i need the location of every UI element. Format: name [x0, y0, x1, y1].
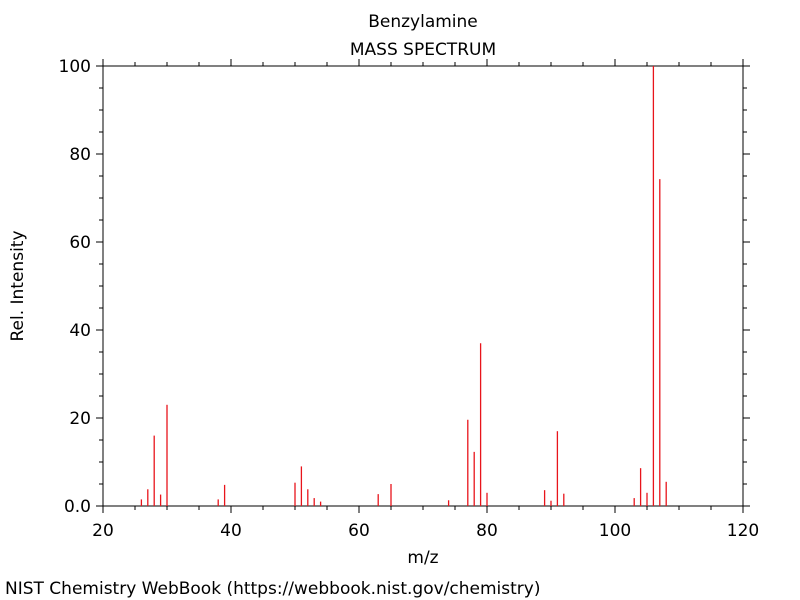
x-tick-label: 60 [348, 521, 370, 541]
y-tick-label: 100 [59, 57, 91, 77]
x-tick-label: 120 [727, 521, 759, 541]
peak-bars [140, 66, 667, 506]
x-axis-label: m/z [407, 548, 438, 568]
x-tick-labels: 20 40 60 80 100 120 [92, 521, 759, 541]
source-credit: NIST Chemistry WebBook (https://webbook.… [5, 579, 540, 599]
chart-title: Benzylamine [368, 12, 478, 32]
y-tick-label: 40 [69, 321, 91, 341]
y-tick-labels: 0.0 20 40 60 80 100 [59, 57, 91, 517]
y-tick-label: 80 [69, 145, 91, 165]
x-tick-label: 20 [92, 521, 114, 541]
x-tick-label: 80 [476, 521, 498, 541]
chart-subtitle: MASS SPECTRUM [350, 40, 496, 60]
y-axis-label: Rel. Intensity [8, 230, 28, 341]
plot-frame [102, 65, 744, 507]
y-tick-label: 0.0 [64, 497, 91, 517]
y-tick-label: 60 [69, 233, 91, 253]
x-tick-label: 40 [220, 521, 242, 541]
axis-ticks [96, 59, 750, 513]
y-tick-label: 20 [69, 409, 91, 429]
x-tick-label: 100 [599, 521, 631, 541]
